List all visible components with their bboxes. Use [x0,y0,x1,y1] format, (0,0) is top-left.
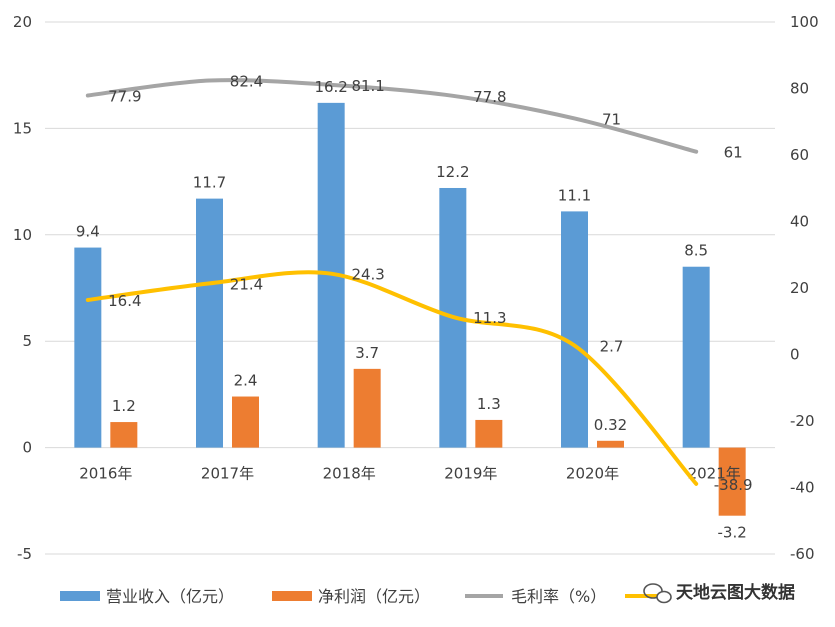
right-tick-label: 0 [790,346,800,364]
category-label: 2017年 [201,465,254,483]
legend-label: 净利润（亿元） [318,587,430,606]
bar [718,447,746,516]
line-data-label: 77.8 [473,88,506,106]
bar-data-label: 8.5 [684,242,708,260]
bar-data-label: 16.2 [314,78,347,96]
left-axis-ticks: -5 0 5 10 15 20 [13,13,32,563]
category-label: 2021年 [688,465,741,483]
line-data-label: 16.4 [108,292,141,310]
right-tick-label: 40 [790,213,809,231]
left-tick-label: 0 [22,439,32,457]
category-label: 2020年 [566,465,619,483]
legend-swatch [60,591,100,601]
watermark: 天地云图大数据 [643,582,795,604]
line-data-label: 61 [724,144,743,162]
watermark-text: 天地云图大数据 [676,582,795,603]
gridlines [45,21,775,555]
bar-data-label: 1.3 [477,395,501,413]
line-data-label: 82.4 [230,73,263,91]
legend: 营业收入（亿元） 净利润（亿元） 毛利率（%） [60,587,663,606]
bar-data-label: 1.2 [112,397,136,415]
line-data-label: -38.9 [714,476,753,494]
bar-data-label: 11.1 [558,186,591,204]
category-labels: 2016年 2017年 2018年 2019年 2020年 2021年 [79,465,741,483]
right-tick-label: 80 [790,80,809,98]
line-data-label: 81.1 [351,77,384,95]
bar-data-label: 9.4 [76,223,100,241]
right-tick-label: 20 [790,279,809,297]
legend-label: 毛利率（%） [511,587,606,606]
line-data-label: 71 [602,110,621,128]
line-data-label: 77.9 [108,87,141,105]
right-tick-label: 60 [790,146,809,164]
series-line [85,270,699,486]
bar [682,266,710,448]
series-line [85,78,699,154]
line-data-label: 11.3 [473,309,506,327]
bar-data-label: 3.7 [355,344,379,362]
line-data-label: 24.3 [351,266,384,284]
left-tick-label: 5 [22,332,32,350]
right-tick-label: 100 [790,13,819,31]
bar-data-label: 2.4 [234,372,258,390]
bar-series [74,102,746,516]
right-tick-label: -20 [790,412,815,430]
right-axis-ticks: -60 -40 -20 0 20 40 60 80 100 [790,13,819,563]
bar-data-label: 12.2 [436,163,469,181]
data-labels: 9.4 11.7 16.2 12.2 11.1 8.5 1.2 2.4 3.7 1.3 0.32 -3… [76,73,753,542]
line-data-label: 2.7 [600,338,624,356]
bar [232,396,259,448]
category-label: 2019年 [444,465,497,483]
right-tick-label: -60 [790,545,815,563]
right-tick-label: -40 [790,479,815,497]
bar [475,419,503,448]
bar [561,211,588,448]
bar [74,247,102,448]
wechat-icon [643,583,672,604]
legend-swatch [272,591,312,601]
bar-data-label: 11.7 [193,174,226,192]
left-tick-label: 20 [13,13,32,31]
bar [353,368,381,448]
left-tick-label: 10 [13,226,32,244]
left-tick-label: 15 [13,119,32,137]
category-label: 2018年 [323,465,376,483]
left-tick-label: -5 [17,545,32,563]
legend-label: 营业收入（亿元） [106,587,234,606]
bar-data-label: -3.2 [718,524,747,542]
bar [597,440,624,448]
bar [110,422,138,448]
bar [196,198,223,448]
category-label: 2016年 [79,465,132,483]
line-series [85,78,699,486]
bar-data-label: 0.32 [594,416,627,434]
line-data-label: 21.4 [230,275,263,293]
